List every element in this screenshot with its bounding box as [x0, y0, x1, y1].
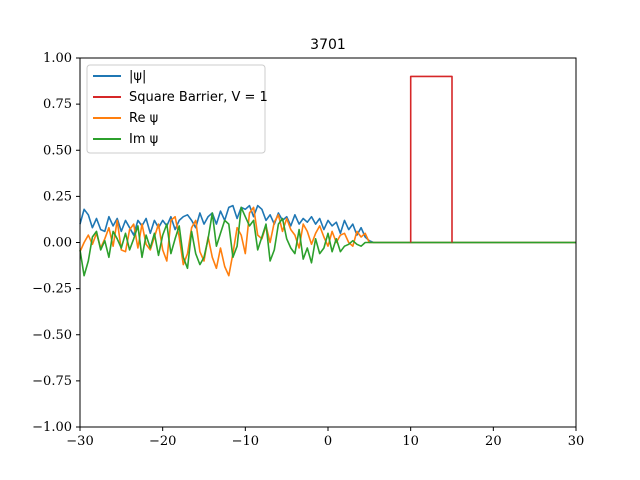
y-tick-label: 1.00 [43, 51, 72, 66]
series-line-2 [79, 206, 576, 277]
x-tick-label: −10 [232, 434, 259, 449]
x-tick-label: 20 [485, 434, 502, 449]
x-tick-label: −30 [66, 434, 93, 449]
series-layer [79, 75, 576, 277]
x-tick-label: −20 [149, 434, 176, 449]
legend-label: |ψ| [129, 69, 146, 84]
legend-label: Re ψ [129, 111, 158, 126]
series-line-1 [409, 75, 453, 243]
x-tick-label: 0 [324, 434, 332, 449]
y-tick-label: −1.00 [32, 420, 72, 435]
x-tick-label: 30 [568, 434, 585, 449]
legend-box [86, 64, 266, 154]
y-tick-label: 0.50 [43, 143, 72, 158]
chart-title: 3701 [310, 37, 346, 53]
legend: |ψ| Square Barrier, V = 1 Re ψ Im ψ [86, 64, 268, 154]
y-tick-label: 0.25 [43, 189, 72, 204]
legend-label: Im ψ [129, 132, 158, 147]
y-tick-label: −0.75 [32, 374, 72, 389]
series-line-3 [79, 206, 576, 277]
y-tick-label: −0.50 [32, 328, 72, 343]
y-tick-label: 0.75 [43, 97, 72, 112]
x-tick-label: 10 [402, 434, 419, 449]
y-tick-label: 0.00 [43, 236, 72, 251]
ticks-layer: −30 −20 −10 0 10 20 30 −1.00 −0.75 −0.50 −0.25 0.00… [32, 51, 584, 449]
y-tick-label: −0.25 [32, 282, 72, 297]
legend-label: Square Barrier, V = 1 [129, 90, 268, 105]
